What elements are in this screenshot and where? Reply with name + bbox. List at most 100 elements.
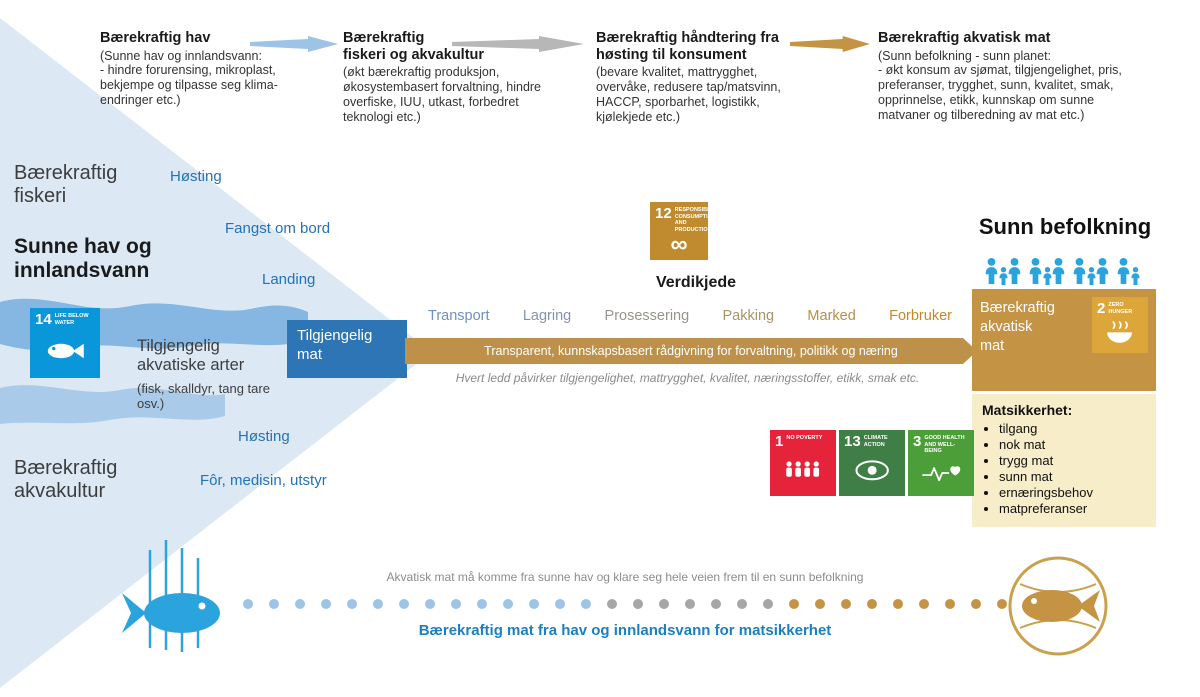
- label-sustainable-fisheries: Bærekraftig fiskeri: [14, 162, 118, 207]
- infinity-icon: ∞: [670, 231, 688, 259]
- blue-fish-icon: [122, 593, 220, 633]
- sdg-title: Life below water: [54, 313, 89, 326]
- sdg-14-life-below-water: 14 Life below water: [30, 308, 100, 378]
- flow-column-body: (bevare kvalitet, mattrygghet, overvåke,…: [596, 65, 781, 124]
- dot: [295, 599, 305, 609]
- label-available-species-examples: (fisk, skalldyr, tang tare osv.): [137, 381, 270, 412]
- dot: [425, 599, 435, 609]
- sdg-number: 12: [655, 205, 672, 222]
- dot: [607, 599, 617, 609]
- bowl-icon: [1097, 316, 1143, 349]
- flow-column-body: (Sunn befolkning - sunn planet: - økt ko…: [878, 48, 1122, 122]
- flow-column-body: (økt bærekraftig produksjon, økosystemba…: [343, 65, 542, 124]
- bottom-note: Akvatisk mat må komme fra sunne hav og k…: [386, 570, 864, 584]
- stage-hosting-fisheries: Høsting: [170, 168, 222, 185]
- sdg-number: 1: [775, 433, 784, 450]
- dot: [789, 599, 799, 609]
- dot: [633, 599, 643, 609]
- sdg-3-good-health: 3 Good health and well-being: [908, 430, 974, 496]
- flow-arrow-2-icon: [452, 36, 584, 52]
- dot: [867, 599, 877, 609]
- sustainable-aquatic-food-box: Bærekraftig akvatisk mat 2 Zero hunger: [972, 289, 1156, 391]
- stage-catch-on-board: Fangst om bord: [225, 220, 331, 237]
- sdg-13-climate-action: 13 Climate action: [839, 430, 905, 496]
- flow-arrow-1-icon: [250, 36, 338, 52]
- sustainable-aquatic-food-label: Bærekraftig akvatisk mat: [980, 300, 1055, 354]
- sdg-title: Climate action: [863, 435, 888, 448]
- dot: [659, 599, 669, 609]
- food-security-item: nok mat: [999, 437, 1146, 452]
- sdg-number: 13: [844, 433, 861, 450]
- chain-step-marked: Marked: [807, 308, 856, 324]
- stage-hosting-aquaculture: Høsting: [238, 428, 290, 445]
- flow-column-title: Bærekraftig hav: [100, 30, 211, 46]
- label-sustainable-aquaculture: Bærekraftig akvakultur: [14, 457, 118, 502]
- sdg-number: 3: [913, 433, 922, 450]
- value-chain-note: Hvert ledd påvirker tilgjengelighet, mat…: [455, 371, 920, 385]
- flow-column-title: Bærekraftig fiskeri og akvakultur: [343, 30, 485, 63]
- population-icons: [985, 258, 1140, 285]
- dot: [451, 599, 461, 609]
- flow-column-body: (Sunne hav og innlandsvann: - hindre for…: [100, 48, 278, 107]
- advisory-arrow-bar: Transparent, kunnskapsbasert rådgivning …: [405, 338, 977, 364]
- stage-landing: Landing: [262, 271, 316, 288]
- dot: [347, 599, 357, 609]
- dot: [243, 599, 253, 609]
- sdg-1-no-poverty: 1 No poverty: [770, 430, 836, 496]
- dot: [815, 599, 825, 609]
- dot: [763, 599, 773, 609]
- ocean-wedge-shape: [0, 18, 432, 688]
- food-security-item: sunn mat: [999, 469, 1146, 484]
- stage-feed-medicine-equipment: Fôr, medisin, utstyr: [200, 472, 327, 489]
- fish-icon: [35, 327, 95, 374]
- sdg-title: Zero hunger: [1108, 302, 1133, 315]
- available-food-box: Tilgjengelig mat: [287, 320, 407, 378]
- sdg-number: 2: [1097, 300, 1106, 317]
- dot: [737, 599, 747, 609]
- eye-globe-icon: [844, 449, 900, 492]
- chain-step-transport: Transport: [428, 308, 490, 324]
- dot: [711, 599, 721, 609]
- food-security-item: ernæringsbehov: [999, 485, 1146, 500]
- dot: [555, 599, 565, 609]
- flow-column-handling: Bærekraftig håndtering fra høsting til k…: [596, 30, 866, 124]
- dot: [581, 599, 591, 609]
- dot: [373, 599, 383, 609]
- dot: [503, 599, 513, 609]
- flow-arrow-3-icon: [790, 36, 870, 52]
- heartbeat-icon: [913, 455, 969, 492]
- flow-column-ocean: Bærekraftig hav (Sunne hav og innlandsva…: [100, 30, 307, 108]
- flow-column-fisheries: Bærekraftig fiskeri og akvakultur (økt b…: [343, 30, 573, 124]
- label-available-species: Tilgjengelig akvatiske arter: [137, 337, 245, 375]
- dot: [321, 599, 331, 609]
- sdg-number: 14: [35, 311, 52, 328]
- value-chain-title: Verdikjede: [655, 274, 737, 291]
- chain-step-forbruker: Forbruker: [889, 308, 952, 324]
- sdg-title: Responsible consumption and production: [674, 207, 708, 233]
- dot: [919, 599, 929, 609]
- sdg-title: No poverty: [786, 435, 823, 441]
- food-security-item: trygg mat: [999, 453, 1146, 468]
- healthy-population-heading: Sunn befolkning: [978, 214, 1152, 239]
- dot: [893, 599, 903, 609]
- chain-step-pakking: Pakking: [722, 308, 775, 324]
- sdg-title: Good health and well-being: [924, 435, 965, 455]
- people-icon: [775, 449, 831, 492]
- value-chain-steps: Transport Lagring Prosessering Pakking M…: [428, 308, 952, 324]
- wave-band-lower: [0, 385, 225, 424]
- dot: [269, 599, 279, 609]
- food-security-item: tilgang: [999, 421, 1146, 436]
- sdg-row: 1 No poverty 13 Climate action: [770, 430, 974, 496]
- flow-column-aquatic-food: Bærekraftig akvatisk mat (Sunn befolknin…: [878, 30, 1193, 122]
- progress-dots: [243, 599, 1007, 609]
- flow-column-title: Bærekraftig håndtering fra høsting til k…: [596, 30, 779, 63]
- food-security-item: matpreferanser: [999, 501, 1146, 516]
- chain-step-prosessering: Prosessering: [604, 308, 690, 324]
- food-security-box: Matsikkerhet: tilgang nok mat trygg mat …: [972, 394, 1156, 527]
- dot: [971, 599, 981, 609]
- dot: [529, 599, 539, 609]
- bottom-slogan: Bærekraftig mat fra hav og innlandsvann …: [418, 622, 832, 639]
- dot: [685, 599, 695, 609]
- flow-column-title: Bærekraftig akvatisk mat: [878, 30, 1051, 46]
